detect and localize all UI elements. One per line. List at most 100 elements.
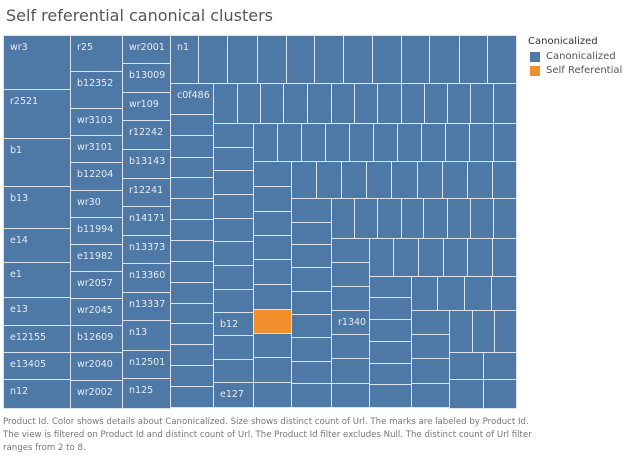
treemap-cell[interactable]	[369, 384, 412, 408]
treemap-cell[interactable]: wr2001	[122, 35, 171, 64]
treemap-cell[interactable]	[170, 198, 214, 220]
treemap-cell[interactable]	[170, 135, 214, 158]
treemap-cell[interactable]	[459, 35, 488, 84]
treemap-cell[interactable]	[291, 337, 332, 362]
treemap-cell[interactable]	[170, 386, 214, 408]
treemap-cell[interactable]	[423, 198, 448, 239]
treemap-cell[interactable]	[443, 238, 468, 277]
treemap-cell[interactable]: e12155	[3, 325, 71, 353]
treemap-cell[interactable]: wr2002	[70, 380, 123, 409]
treemap-cell[interactable]	[369, 319, 412, 342]
treemap-cell[interactable]	[369, 341, 412, 364]
treemap-cell[interactable]	[437, 276, 465, 311]
treemap-cell[interactable]	[421, 123, 446, 162]
treemap-cell[interactable]	[253, 357, 292, 383]
treemap-cell[interactable]	[331, 238, 370, 263]
treemap-cell[interactable]	[493, 198, 517, 239]
treemap-cell[interactable]	[213, 218, 254, 242]
treemap-cell[interactable]	[170, 303, 214, 324]
treemap-cell[interactable]	[411, 334, 450, 359]
treemap-cell[interactable]	[253, 333, 292, 358]
treemap-cell[interactable]	[257, 35, 287, 84]
treemap-cell[interactable]: r2521	[3, 89, 71, 139]
treemap-cell[interactable]	[170, 323, 214, 345]
treemap-cell[interactable]	[493, 83, 517, 124]
treemap-cell[interactable]	[464, 276, 492, 311]
treemap-cell[interactable]: e13	[3, 297, 71, 326]
treemap-cell[interactable]: e11982	[70, 244, 123, 272]
treemap-cell[interactable]	[393, 238, 419, 277]
treemap-cell[interactable]	[170, 240, 214, 262]
treemap-cell[interactable]	[331, 383, 370, 408]
treemap-cell[interactable]	[316, 161, 342, 199]
treemap-cell[interactable]	[483, 379, 517, 409]
treemap-cell[interactable]	[213, 170, 254, 195]
treemap-cell[interactable]	[170, 219, 214, 241]
treemap-cell[interactable]	[170, 157, 214, 178]
treemap-cell[interactable]: n13	[122, 320, 171, 351]
treemap-cell[interactable]	[429, 35, 460, 84]
legend-item-self-referential[interactable]: Self Referential	[530, 65, 622, 76]
treemap-cell[interactable]	[253, 382, 292, 408]
treemap-cell[interactable]	[227, 35, 258, 84]
treemap-cell[interactable]: b12609	[70, 325, 123, 353]
treemap-cell[interactable]	[291, 198, 332, 223]
treemap-cell[interactable]	[411, 383, 450, 408]
treemap-cell[interactable]	[369, 238, 394, 277]
treemap-cell[interactable]	[341, 161, 367, 199]
treemap-cell[interactable]	[283, 83, 308, 124]
treemap-cell[interactable]	[170, 177, 214, 199]
treemap-cell[interactable]	[253, 235, 292, 260]
treemap-cell[interactable]	[487, 35, 517, 84]
treemap-cell[interactable]	[467, 238, 493, 277]
treemap-cell[interactable]	[301, 123, 326, 162]
treemap-cell[interactable]	[449, 352, 484, 380]
treemap-cell[interactable]: wr2057	[70, 271, 123, 299]
treemap-cell[interactable]: b12352	[70, 71, 123, 109]
treemap-cell[interactable]: wr3103	[70, 108, 123, 136]
treemap-cell[interactable]: n13337	[122, 292, 171, 321]
treemap-cell[interactable]	[291, 267, 332, 292]
treemap-cell[interactable]: n12	[3, 379, 71, 409]
treemap-cell[interactable]	[447, 83, 471, 124]
treemap-cell[interactable]	[331, 262, 370, 287]
treemap-cell[interactable]	[369, 363, 412, 385]
treemap-cell[interactable]: e13405	[3, 352, 71, 380]
treemap-cell[interactable]	[483, 352, 517, 380]
treemap-cell[interactable]	[170, 344, 214, 366]
treemap-cell[interactable]	[277, 123, 302, 162]
treemap-cell[interactable]	[325, 123, 350, 162]
treemap-cell[interactable]: e127	[213, 382, 254, 408]
treemap-cell[interactable]	[237, 83, 261, 124]
treemap-cell[interactable]: n14171	[122, 206, 171, 236]
treemap-cell[interactable]: b12	[213, 312, 254, 336]
treemap-cell[interactable]	[170, 261, 214, 283]
treemap-cell[interactable]: wr2040	[70, 352, 123, 381]
treemap-cell[interactable]	[286, 35, 315, 84]
treemap-cell[interactable]	[354, 198, 378, 239]
treemap-cell[interactable]: n13360	[122, 263, 171, 293]
treemap-cell[interactable]	[213, 335, 254, 360]
treemap-cell[interactable]: n125	[122, 378, 171, 409]
treemap-cell[interactable]	[291, 314, 332, 338]
treemap-cell[interactable]	[213, 194, 254, 219]
treemap-cell[interactable]	[401, 35, 430, 84]
treemap-cell[interactable]: e1	[3, 262, 71, 298]
treemap-cell[interactable]	[291, 244, 332, 268]
treemap-cell[interactable]	[213, 359, 254, 383]
treemap-cell[interactable]: wr2045	[70, 298, 123, 326]
treemap-cell[interactable]	[291, 383, 332, 408]
treemap-cell[interactable]	[377, 83, 402, 124]
treemap-cell[interactable]	[331, 334, 370, 359]
treemap-cell[interactable]	[213, 147, 254, 171]
treemap-cell[interactable]	[467, 161, 493, 199]
treemap-cell[interactable]: r1340	[331, 310, 370, 335]
treemap-cell[interactable]: n12501	[122, 350, 171, 379]
treemap-cell[interactable]	[260, 83, 284, 124]
treemap-cell[interactable]	[411, 358, 450, 384]
treemap-cell[interactable]	[369, 297, 412, 320]
treemap-cell[interactable]	[492, 238, 517, 277]
treemap-cell[interactable]	[253, 259, 292, 285]
treemap-cell[interactable]: n1	[170, 35, 199, 84]
treemap-cell[interactable]	[417, 161, 443, 199]
